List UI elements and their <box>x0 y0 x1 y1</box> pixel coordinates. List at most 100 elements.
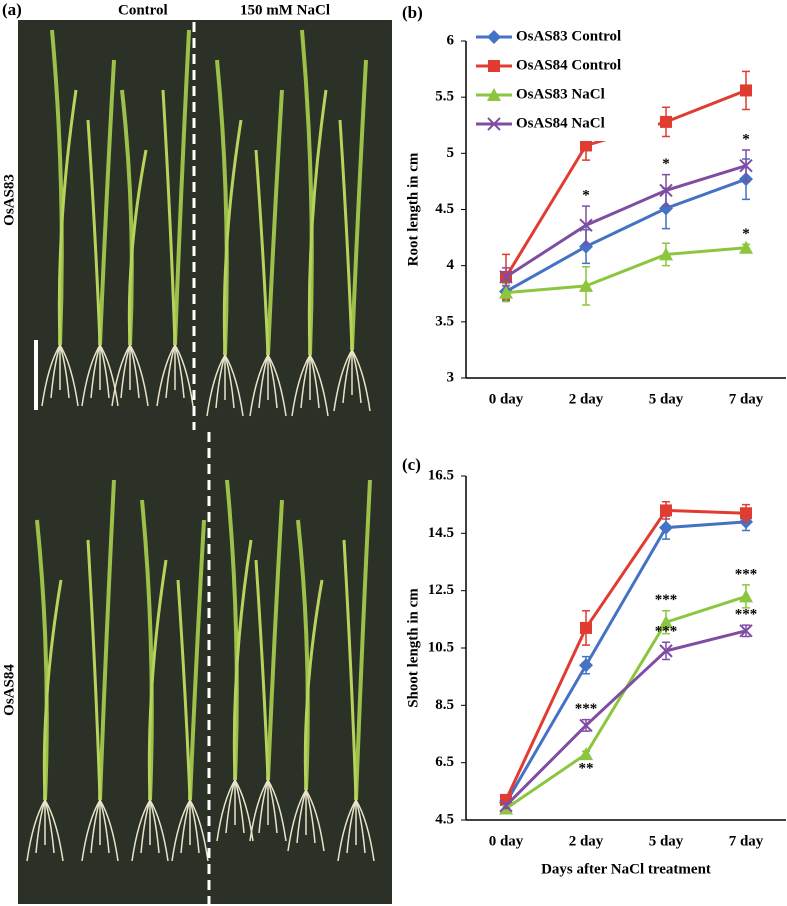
root <box>44 799 55 854</box>
root <box>291 354 311 417</box>
leaf <box>98 59 116 346</box>
root <box>305 789 316 844</box>
line <box>504 520 747 804</box>
root <box>99 799 119 862</box>
leaf <box>225 479 239 781</box>
marker <box>660 504 672 517</box>
plants <box>26 29 375 862</box>
leaf <box>98 479 116 801</box>
y-axis-label: Root length in cm <box>405 152 421 266</box>
column-label: Control <box>118 2 168 18</box>
row-label: OsAS83 <box>1 174 17 226</box>
line <box>504 629 747 807</box>
line <box>505 164 747 279</box>
leaf <box>350 59 368 351</box>
y-tick-label: 3.5 <box>435 313 454 329</box>
column-label: 150 mM NaCl <box>240 2 330 18</box>
root <box>99 799 110 854</box>
marker <box>739 589 753 603</box>
root <box>189 799 200 854</box>
marker <box>740 84 752 97</box>
annotation: *** <box>575 701 598 717</box>
root <box>333 349 353 412</box>
x-tick-label: 7 day <box>729 833 764 849</box>
marker <box>739 240 753 254</box>
marker <box>659 201 673 216</box>
root <box>249 779 269 842</box>
annotation: ** <box>579 760 594 776</box>
y-tick-label: 4.5 <box>435 201 454 217</box>
root <box>149 799 160 854</box>
marker <box>579 747 593 761</box>
leaf <box>188 519 206 801</box>
leaf <box>86 119 102 346</box>
marker <box>659 247 673 261</box>
root <box>90 799 101 854</box>
x-tick-label: 5 day <box>649 833 684 849</box>
row-label: OsAS84 <box>1 664 17 716</box>
chart-title: (b) <box>402 3 423 22</box>
leaf <box>266 499 284 781</box>
legend-box <box>472 23 658 141</box>
line <box>505 594 747 810</box>
root <box>129 344 149 407</box>
line <box>505 177 747 293</box>
root <box>355 799 366 854</box>
marker <box>499 270 513 284</box>
root <box>224 354 244 417</box>
leaf <box>50 29 64 346</box>
leaf <box>176 579 192 801</box>
legend-label: OsAS83 Control <box>516 28 621 44</box>
annotation: * <box>742 226 750 242</box>
leaf <box>147 559 168 801</box>
marker <box>579 658 593 673</box>
root <box>267 779 278 834</box>
marker <box>487 30 501 44</box>
root <box>206 354 226 417</box>
annotation: *** <box>735 566 758 582</box>
root <box>249 354 269 417</box>
leaf <box>303 579 324 791</box>
marker <box>487 88 501 101</box>
y-tick-label: 3 <box>447 369 455 385</box>
root <box>99 344 119 407</box>
leaf <box>338 119 354 351</box>
y-tick-label: 8.5 <box>435 697 454 713</box>
leaf <box>173 29 191 346</box>
root <box>171 799 191 862</box>
marker <box>739 158 753 173</box>
legend-label: OsAS84 NaCl <box>516 115 605 131</box>
root <box>129 344 140 399</box>
root <box>59 344 79 407</box>
root <box>180 799 191 854</box>
marker <box>580 139 592 152</box>
leaf <box>57 89 78 346</box>
annotation: *** <box>655 592 678 608</box>
marker <box>579 239 593 254</box>
root <box>267 354 278 409</box>
leaf <box>266 89 284 356</box>
leaf <box>35 519 49 801</box>
root <box>59 344 70 399</box>
leaf <box>354 479 372 801</box>
root <box>305 789 325 852</box>
root <box>90 344 101 399</box>
leaf <box>161 89 177 346</box>
y-tick-label: 6.5 <box>435 754 454 770</box>
marker <box>579 218 593 232</box>
root <box>287 789 307 852</box>
root <box>225 779 236 834</box>
root <box>337 799 357 862</box>
marker <box>580 621 592 634</box>
y-tick-label: 16.5 <box>428 467 454 483</box>
root <box>120 344 131 399</box>
x-tick-label: 0 day <box>489 391 524 407</box>
legend-label: OsAS84 Control <box>516 57 621 73</box>
y-tick-label: 12.5 <box>428 582 454 598</box>
root <box>351 349 362 404</box>
root <box>267 354 287 417</box>
marker <box>659 615 673 629</box>
y-tick-label: 4.5 <box>435 811 454 827</box>
root <box>296 789 307 844</box>
